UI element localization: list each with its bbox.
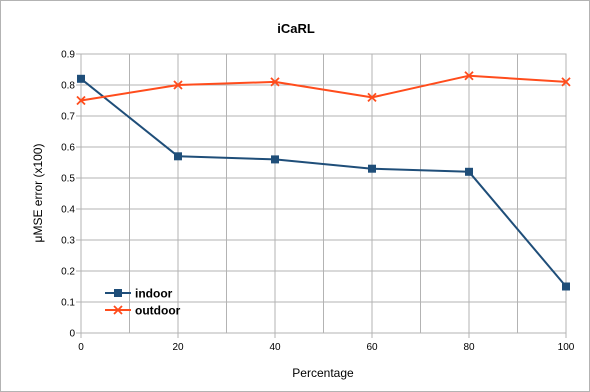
data-point-indoor <box>562 282 570 291</box>
y-tick-label: 0.6 <box>61 143 75 154</box>
y-tick-label: 0.1 <box>61 298 75 309</box>
legend-label: outdoor <box>135 304 181 318</box>
data-point-outdoor <box>76 95 86 106</box>
data-point-outdoor <box>561 77 571 87</box>
legend: indoor outdoor <box>105 287 181 318</box>
y-tick-label: 0 <box>69 329 75 340</box>
series-line-indoor <box>80 78 567 288</box>
y-tick-label: 0.4 <box>61 205 75 216</box>
data-point-outdoor <box>464 71 474 81</box>
legend-marker <box>113 305 123 315</box>
y-tick-label: 0.3 <box>61 236 75 247</box>
x-axis-label: Percentage <box>292 366 354 380</box>
y-axis: 0 0.1 0.2 0.3 0.4 0.5 0.6 0.7 0.8 0.9 <box>61 50 81 340</box>
chart-title: iCaRL <box>277 21 315 36</box>
x-tick-label: 60 <box>366 342 378 353</box>
series-outdoor <box>76 71 571 106</box>
series-layer <box>76 71 571 291</box>
data-point-outdoor <box>173 80 183 90</box>
data-point-indoor <box>465 167 473 176</box>
x-tick-label: 20 <box>172 342 184 353</box>
y-tick-label: 0.8 <box>61 81 75 92</box>
data-point-indoor <box>271 155 279 164</box>
legend-label: indoor <box>135 287 173 301</box>
data-point-outdoor <box>270 77 280 87</box>
series-indoor <box>77 74 570 291</box>
data-point-indoor <box>368 164 376 173</box>
legend-item-indoor: indoor <box>105 287 173 301</box>
y-tick-label: 0.7 <box>61 112 75 123</box>
x-tick-label: 100 <box>558 342 575 353</box>
legend-item-outdoor: outdoor <box>105 304 181 318</box>
y-tick-label: 0.5 <box>61 174 75 185</box>
data-point-outdoor <box>367 92 377 103</box>
plot-area <box>80 53 567 334</box>
x-tick-label: 0 <box>78 342 84 353</box>
x-tick-label: 40 <box>269 342 281 353</box>
y-axis-label: μMSE error (x100) <box>31 144 45 243</box>
data-point-indoor <box>174 152 182 161</box>
y-tick-label: 0.2 <box>61 267 75 278</box>
x-axis: 0 20 40 60 80 100 <box>78 333 575 353</box>
legend-marker <box>114 289 122 297</box>
data-point-indoor <box>77 74 85 83</box>
y-tick-label: 0.9 <box>61 50 75 61</box>
x-tick-label: 80 <box>463 342 475 353</box>
series-line-outdoor <box>80 74 567 102</box>
